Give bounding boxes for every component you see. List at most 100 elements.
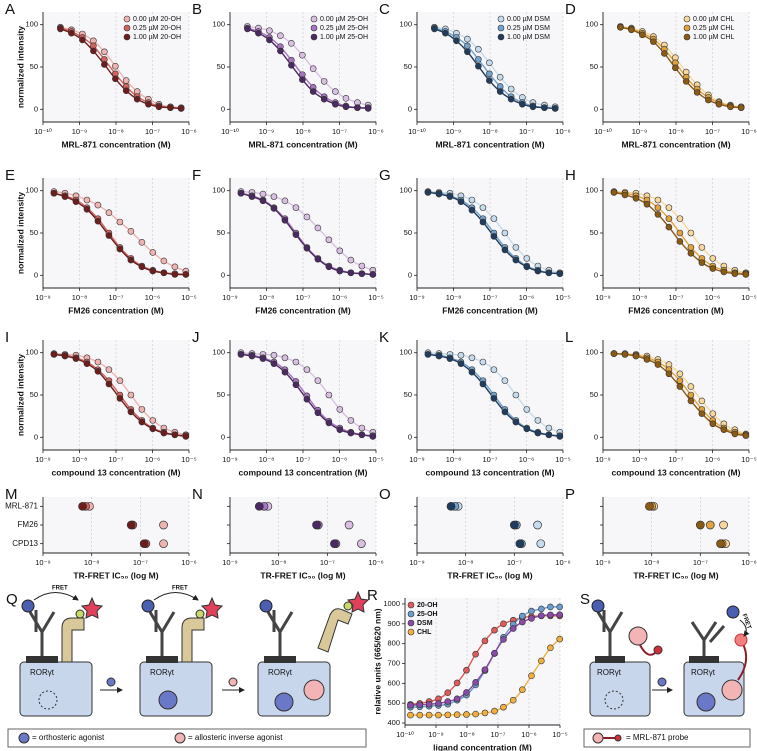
data-point — [541, 104, 548, 111]
x-tick-label: 10⁻⁷ — [295, 455, 310, 464]
x-tick-label: 10⁻⁹ — [222, 558, 238, 567]
data-point — [446, 355, 454, 362]
panel-label: L — [565, 329, 573, 346]
x-tick-label: 10⁻⁷ — [668, 455, 683, 464]
x-tick-label: 10⁻⁷ — [482, 293, 497, 302]
data-point — [309, 88, 317, 95]
y-tick-label: 50 — [404, 62, 412, 71]
data-point — [347, 429, 355, 437]
data-point — [303, 366, 311, 373]
y-axis-label: relative units (665/620 nm) — [372, 608, 382, 714]
data-point — [715, 100, 723, 108]
data-point — [358, 262, 366, 270]
data-point — [281, 217, 289, 224]
data-point — [457, 360, 465, 367]
x-tick-label: 10⁻⁸ — [446, 293, 461, 302]
antibody — [690, 621, 726, 656]
data-point — [523, 425, 531, 433]
y-tick-label: 1000 — [383, 599, 400, 608]
diagram-q: Q RORγt FRET RORγt — [6, 586, 370, 748]
fret-arrow — [33, 592, 79, 601]
key-icon — [614, 734, 622, 742]
stage: RORγt FRET — [19, 586, 104, 717]
y-tick-label: 900 — [387, 619, 400, 628]
data-point — [523, 263, 531, 271]
x-tick-label: 10⁻⁹ — [222, 293, 238, 302]
data-point — [336, 406, 344, 413]
panel-label: M — [5, 486, 18, 503]
data-point — [149, 417, 157, 424]
data-point — [57, 25, 64, 33]
stage: RORγt — [257, 590, 370, 717]
y-axis-label: normalized intensity — [15, 192, 25, 274]
data-point — [501, 377, 509, 384]
data-point — [416, 701, 424, 709]
data-point — [501, 246, 509, 254]
panel-label: C — [379, 1, 390, 18]
x-tick-label: 10⁻⁷ — [668, 293, 683, 302]
data-point — [281, 354, 289, 362]
data-point — [512, 244, 520, 251]
x-tick-label: 10⁻⁹ — [409, 455, 425, 464]
x-tick-label: 10⁻⁶ — [555, 127, 570, 136]
antibody — [148, 610, 176, 656]
data-point — [534, 267, 542, 275]
data-point — [490, 366, 498, 373]
data-point — [547, 611, 554, 619]
legend-label: 1.00 µM CHL — [693, 34, 734, 41]
x-tick-label: 10⁻¹⁰ — [34, 127, 52, 136]
x-tick-label: 10⁻⁸ — [295, 127, 310, 136]
legend-marker — [683, 24, 691, 32]
data-point — [709, 265, 717, 272]
data-point — [122, 87, 130, 94]
x-tick-label: 10⁻⁸ — [458, 558, 473, 567]
x-tick-label: 10⁻⁶ — [145, 455, 160, 464]
data-point — [182, 271, 190, 278]
x-tick-label: 10⁻⁹ — [35, 558, 51, 567]
data-point — [105, 380, 113, 388]
data-point — [519, 612, 526, 620]
data-point — [665, 215, 673, 222]
donor — [259, 599, 273, 613]
data-point — [486, 59, 493, 67]
x-tick-label: 10⁻⁹ — [259, 127, 275, 136]
x-tick-label: 10⁻⁷ — [519, 127, 534, 136]
donor — [726, 605, 740, 619]
data-point — [547, 603, 554, 611]
data-point — [369, 271, 377, 278]
x-tick-label: 10⁻⁵ — [181, 293, 196, 302]
data-point — [486, 70, 493, 78]
y-tick-label: 0 — [594, 104, 598, 113]
data-point — [259, 355, 267, 362]
data-point — [472, 650, 479, 658]
data-point — [435, 700, 442, 707]
data-point — [320, 95, 328, 103]
data-point — [171, 271, 179, 278]
empty-site — [604, 690, 624, 710]
ic50-point — [78, 501, 87, 511]
x-tick-label: 10⁻⁹ — [409, 558, 425, 567]
ic50-point — [509, 520, 519, 530]
data-point — [534, 429, 542, 437]
data-point — [336, 247, 344, 255]
data-point — [500, 636, 507, 643]
data-point — [138, 406, 146, 413]
data-point — [709, 410, 717, 417]
data-point — [112, 75, 119, 83]
x-tick-label: 10⁻¹⁰ — [408, 127, 426, 136]
x-tick-label: 10⁻⁶ — [555, 558, 570, 567]
data-point — [672, 64, 679, 72]
y-tick-label: 100 — [399, 186, 412, 195]
fret-arrow — [739, 619, 750, 637]
legend-label: 25-OH — [417, 611, 438, 618]
tag — [264, 656, 296, 663]
x-tick-label: 10⁻⁶ — [741, 127, 756, 136]
data-point — [94, 358, 102, 366]
ic50-point — [356, 539, 366, 549]
data-point — [160, 257, 168, 265]
data-point — [342, 95, 350, 102]
fret-label: FRET — [741, 613, 752, 630]
data-point — [468, 368, 476, 376]
data-point — [621, 191, 629, 199]
